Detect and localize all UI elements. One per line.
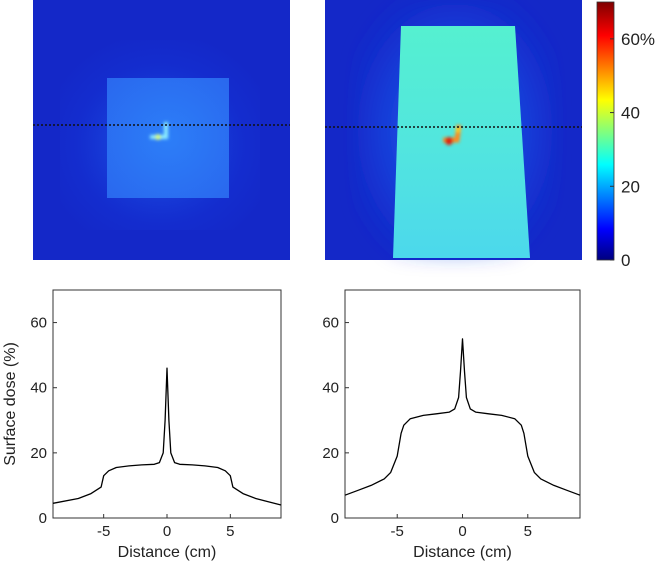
y-tick-label: 0 [39, 510, 47, 527]
y-tick-label: 0 [331, 510, 339, 527]
y-tick-label: 40 [30, 380, 47, 397]
x-axis-label: Distance (cm) [118, 544, 217, 561]
colorbar-gradient [596, 1, 615, 261]
plot-frame [344, 289, 581, 519]
x-tick-label: 0 [163, 523, 171, 540]
x-axis-label: Distance (cm) [413, 544, 512, 561]
colorbar-tick-label: 20 [621, 177, 640, 196]
profile-series-line [344, 338, 581, 496]
x-tick-label: -5 [391, 523, 404, 540]
x-tick-label: -5 [97, 523, 110, 540]
colorbar-tick-label: 60% [621, 30, 655, 49]
dose-map-2 [325, 0, 582, 260]
profile-chart-2: 0 20 40 60 -5 0 5 Distance (cm) [322, 289, 581, 561]
x-tick-label: 5 [226, 523, 234, 540]
colorbar: 0 20 40 60% [596, 1, 655, 270]
dose-map-2-hotspot [443, 124, 462, 145]
x-tick-label: 0 [458, 523, 466, 540]
dose-map-1 [33, 0, 290, 260]
colorbar-tick-label: 40 [621, 104, 640, 123]
plot-frame [52, 289, 282, 519]
y-tick-label: 60 [322, 315, 339, 332]
y-tick-label: 20 [30, 445, 47, 462]
dose-map-2-field [393, 26, 530, 258]
y-axis-label: Surface dose (%) [2, 342, 19, 466]
y-tick-label: 40 [322, 380, 339, 397]
y-tick-label: 60 [30, 315, 47, 332]
x-tick-label: 5 [524, 523, 532, 540]
profile-chart-1: 0 20 40 60 -5 0 5 Distance (cm) Surface dose (%) [2, 289, 282, 561]
profile-series-line [52, 367, 282, 506]
y-tick-label: 20 [322, 445, 339, 462]
dose-map-1-hotspot [150, 122, 168, 140]
colorbar-tick-label: 0 [621, 251, 630, 270]
